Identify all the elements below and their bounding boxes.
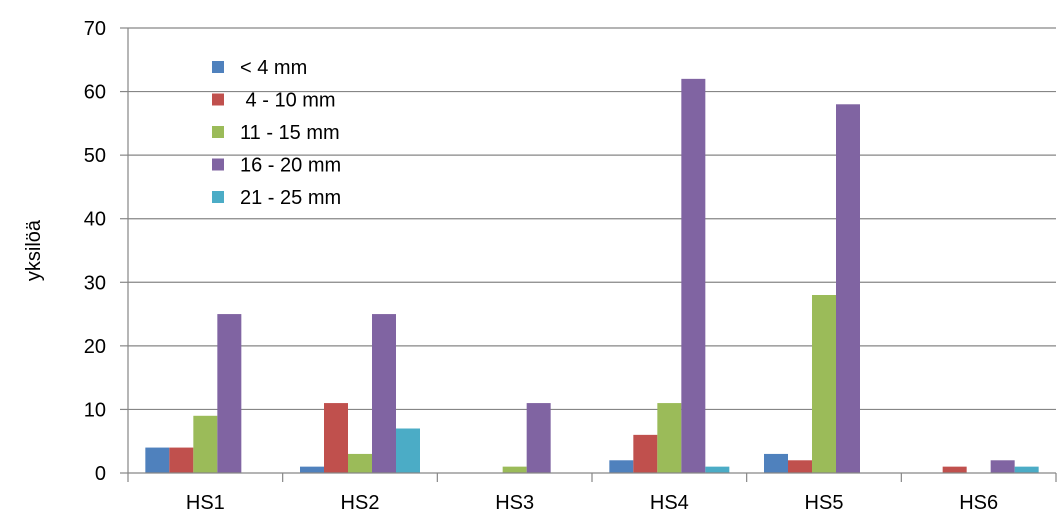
x-tick-label: HS5 [805,492,844,514]
y-tick-label: 0 [95,463,106,485]
bar: 16 - 20 mm HS3: 11 [526,403,551,473]
y-tick-label: 20 [84,336,106,358]
y-tick-label: 10 [84,399,106,421]
legend-label: 21 - 25 mm [240,187,341,209]
axes: 0 10 20 30 40 50 60 70 HS1 HS2 HS3 HS4 HS5 HS6 [84,18,1057,514]
bar: 4 - 10 mm HS4: 6 [633,434,658,473]
y-tick-label: 50 [84,145,106,167]
bar: 16 - 20 mm HS4: 62 [681,78,706,473]
bar: 11 - 15 mm HS1: 9 [193,415,218,473]
y-tick-label: 40 [84,209,106,231]
y-axis-title: yksilöä [23,219,45,281]
bar: 4 - 10 mm HS2: 11 [324,403,348,473]
bar: 4 - 10 mm HS5: 2 [788,460,812,473]
bars: < 4 mm HS1: 44 - 10 mm HS1: 411 - 15 mm … [145,78,1039,474]
legend-swatch [212,191,224,203]
x-tick-label: HS2 [341,492,380,514]
bar: 11 - 15 mm HS2: 3 [348,453,372,473]
bar: 16 - 20 mm HS5: 58 [836,104,860,474]
bar: < 4 mm HS4: 2 [609,460,634,473]
legend-label: 11 - 15 mm [240,122,340,144]
x-tick-label: HS4 [650,492,689,514]
bar: < 4 mm HS5: 3 [764,453,788,473]
bar: < 4 mm HS2: 1 [300,466,324,473]
bar: 4 - 10 mm HS6: 1 [942,466,967,473]
x-tick-label: HS1 [186,492,225,514]
bar: 11 - 15 mm HS5: 28 [812,295,836,473]
y-tick-label: 60 [84,82,106,104]
gridlines [128,27,1056,411]
bar: 21 - 25 mm HS6: 1 [1014,466,1039,473]
y-tick-label: 70 [84,18,106,40]
legend: < 4 mm 4 - 10 mm 11 - 15 mm 16 - 20 mm 21 -… [212,57,341,209]
legend-label: 16 - 20 mm [240,155,341,177]
x-tick-label: HS6 [959,492,998,514]
x-tick-label: HS3 [495,492,534,514]
bar: 16 - 20 mm HS1: 25 [217,314,242,473]
legend-label: 4 - 10 mm [240,90,336,112]
legend-swatch [212,61,224,73]
bar: 16 - 20 mm HS6: 2 [990,460,1015,473]
legend-swatch [212,126,224,138]
bar: 21 - 25 mm HS2: 7 [396,428,420,473]
bar: 11 - 15 mm HS4: 11 [657,403,682,473]
legend-label: < 4 mm [240,57,307,79]
legend-swatch [212,93,224,106]
bar: 21 - 25 mm HS4: 1 [705,466,730,473]
y-tick-label: 30 [84,272,106,294]
bar: < 4 mm HS1: 4 [145,447,170,473]
bar: 16 - 20 mm HS2: 25 [372,314,396,473]
legend-swatch [212,158,224,171]
bar: 4 - 10 mm HS1: 4 [169,447,194,473]
bar: 11 - 15 mm HS3: 1 [502,466,527,473]
